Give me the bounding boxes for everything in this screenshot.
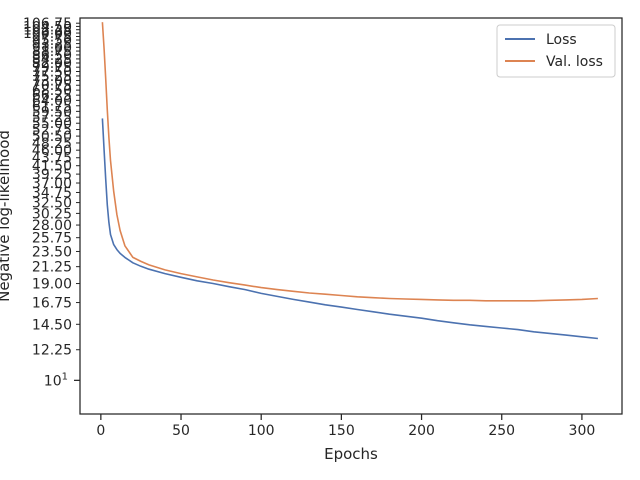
y-tick-label: 106.75 [23,16,72,32]
y-axis-ticks: 12.25 14.50 16.75 19.0021.2523.5025.7528.00… [23,16,80,389]
y-tick-label: 73.00 [32,74,72,90]
y-tick-label: 61.75 [32,99,72,115]
y-tick-label: 19.00 [32,277,72,293]
x-tick-label: 50 [172,423,190,439]
y-tick-label: 66.25 [32,88,72,104]
plot-area [79,17,623,415]
y-tick-label: 28.00 [32,218,72,234]
x-axis-label: Epochs [324,445,378,463]
y-major-tick-label: 101 [44,371,68,389]
y-tick-label: 34.75 [32,185,72,201]
y-tick-label: 12.25 [32,343,72,359]
y-tick-label: 82.00 [32,56,72,72]
y-tick-label: 46.00 [32,143,72,159]
y-tick-label: 88.75 [32,44,72,60]
y-tick-label: 91.00 [32,40,72,56]
legend-label-val-loss: Val. loss [546,54,603,70]
y-tick-label: 55.00 [32,116,72,132]
x-tick-label: 300 [569,423,596,439]
series-lines [101,22,598,340]
y-tick-label: 52.75 [32,123,72,139]
y-tick-label: 57.25 [32,110,72,126]
y-tick-label: 21.25 [32,260,72,276]
y-tick-label: 16.75 [32,296,72,312]
y-axis-label: Negative log-likelihood [0,130,13,302]
y-tick-label: 23.50 [32,244,72,260]
y-tick-label: 86.50 [32,48,72,64]
y-tick-label: 64.00 [32,93,72,109]
series-line-loss [101,118,598,340]
x-tick-label: 0 [96,423,105,439]
y-tick-label: 75.25 [32,69,72,85]
legend-label-loss: Loss [546,32,577,48]
y-tick-label: 104.50 [23,19,72,35]
legend: Loss Val. loss [496,24,616,78]
y-tick-label: 100.00 [23,26,72,42]
x-tick-label: 150 [328,423,355,439]
y-tick-label: 93.25 [32,37,72,53]
y-tick-label: 37.00 [32,176,72,192]
y-tick-label: 97.75 [32,29,72,45]
y-tick-label: 95.50 [32,33,72,49]
y-tick-label: 84.25 [32,52,72,68]
y-tick-label: 14.50 [32,317,72,333]
y-major-tick-exponent: 1 [62,371,68,382]
x-tick-label: 100 [248,423,275,439]
y-tick-label: 32.50 [32,196,72,212]
y-tick-label: 41.50 [32,159,72,175]
y-tick-label: 77.50 [32,65,72,81]
y-tick-label: 79.75 [32,60,72,76]
y-tick-label: 50.50 [32,129,72,145]
y-tick-label: 30.25 [32,206,72,222]
y-tick-label: 48.25 [32,136,72,152]
y-tick-label: 39.25 [32,167,72,183]
y-tick-label: 25.75 [32,231,72,247]
y-tick-label: 70.75 [32,78,72,94]
y-tick-label: 68.50 [32,83,72,99]
y-tick-label: 43.75 [32,151,72,167]
x-tick-label: 250 [488,423,515,439]
x-tick-label: 200 [408,423,435,439]
y-tick-label: 59.50 [32,104,72,120]
x-axis-ticks: 0 50 100 150 200 250 300 [96,414,595,439]
y-tick-label: 102.25 [23,23,72,39]
series-line-val-loss [101,22,598,302]
